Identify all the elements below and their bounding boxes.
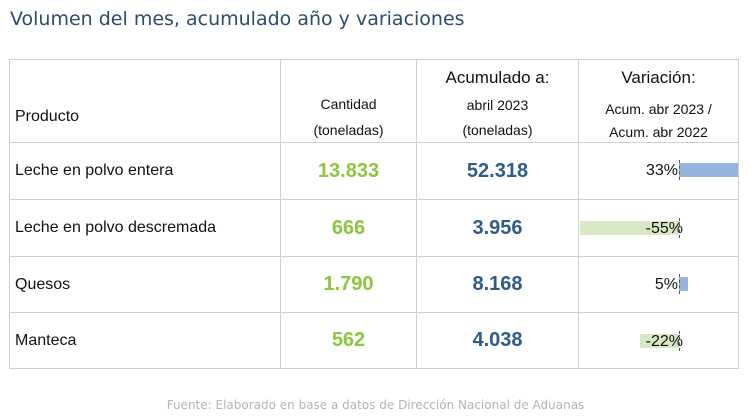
- variacion-cell: -22%: [578, 313, 738, 368]
- cantidad-cell: 666: [280, 200, 416, 256]
- cantidad-cell: 562: [280, 313, 416, 368]
- producto-cell: Leche en polvo descremada: [15, 219, 217, 236]
- header-variacion: Variación: Acum. abr 2023 / Acum. abr 20…: [578, 60, 738, 142]
- acumulado-cell: 52.318: [416, 143, 578, 199]
- variacion-percent: -22%: [645, 333, 683, 350]
- header-acumulado-line1: abril 2023: [466, 97, 529, 113]
- cantidad-cell: 13.833: [280, 143, 416, 199]
- acumulado-cell: 8.168: [416, 257, 578, 312]
- header-acumulado-line2: (toneladas): [462, 122, 533, 138]
- header-variacion-title: Variación:: [621, 68, 696, 87]
- header-variacion-line1: Acum. abr 2023 /: [605, 101, 712, 117]
- header-producto-label: Producto: [15, 108, 80, 125]
- producto-cell: Leche en polvo entera: [15, 162, 174, 179]
- acumulado-cell: 4.038: [416, 313, 578, 368]
- variacion-axis: [679, 274, 680, 294]
- variacion-percent: -55%: [645, 220, 683, 237]
- header-cantidad: Cantidad (toneladas): [280, 60, 416, 142]
- variacion-bar: [679, 277, 688, 291]
- variacion-cell: 5%: [578, 257, 738, 312]
- source-footer: Fuente: Elaborado en base a datos de Dir…: [166, 398, 585, 412]
- variacion-percent: 5%: [654, 276, 678, 293]
- variacion-cell: -55%: [578, 200, 738, 256]
- header-acumulado-title: Acumulado a:: [445, 68, 550, 87]
- data-table: Producto Cantidad (toneladas) Acumulado …: [9, 59, 739, 369]
- variacion-percent: 33%: [645, 162, 678, 179]
- table-row: Quesos 1.790 8.168 5%: [10, 257, 738, 313]
- header-variacion-line2: Acum. abr 2022: [609, 124, 708, 140]
- variacion-bar: [679, 163, 738, 177]
- variacion-bar: [640, 334, 679, 348]
- page-title: Volumen del mes, acumulado año y variaci…: [10, 8, 465, 30]
- variacion-axis: [679, 218, 680, 238]
- header-producto: Producto: [10, 60, 280, 142]
- table-header-row: Producto Cantidad (toneladas) Acumulado …: [10, 60, 738, 143]
- variacion-axis: [679, 160, 680, 180]
- variacion-bar: [580, 221, 679, 235]
- table-row: Leche en polvo entera 13.833 52.318 33%: [10, 143, 738, 200]
- table-row: Manteca 562 4.038 -22%: [10, 313, 738, 368]
- variacion-axis: [679, 331, 680, 351]
- table-row: Leche en polvo descremada 666 3.956 -55%: [10, 200, 738, 257]
- header-acumulado: Acumulado a: abril 2023 (toneladas): [416, 60, 578, 142]
- header-cantidad-line1: Cantidad: [320, 96, 377, 112]
- producto-cell: Manteca: [15, 331, 77, 349]
- header-cantidad-line2: (toneladas): [313, 122, 384, 138]
- producto-cell: Quesos: [15, 275, 71, 293]
- variacion-cell: 33%: [578, 143, 738, 199]
- cantidad-cell: 1.790: [280, 257, 416, 312]
- acumulado-cell: 3.956: [416, 200, 578, 256]
